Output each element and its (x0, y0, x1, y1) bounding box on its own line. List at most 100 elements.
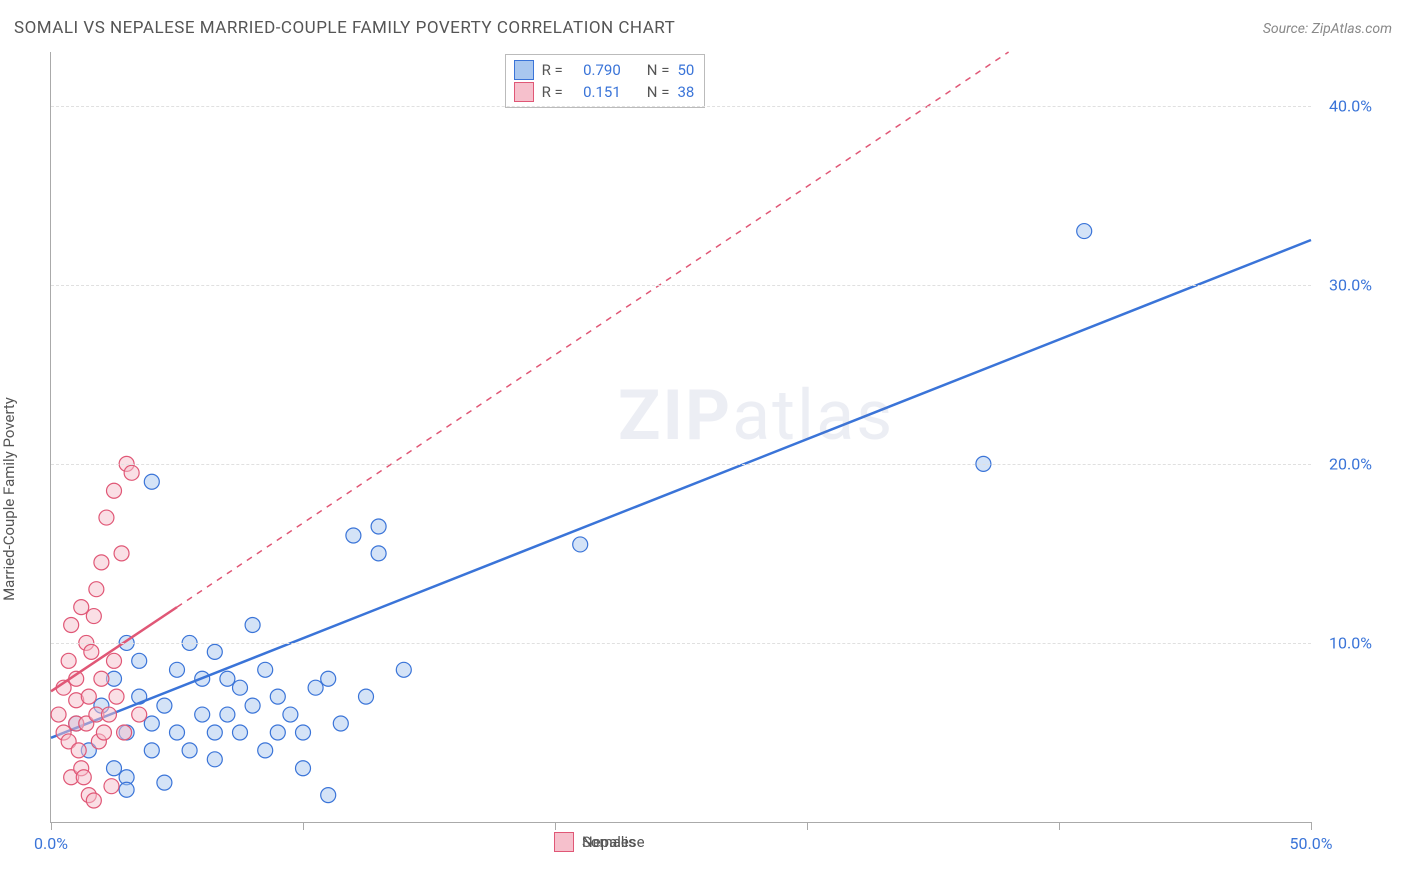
data-point (396, 662, 411, 677)
data-point (233, 725, 248, 740)
data-point (233, 680, 248, 695)
n-label: N = (647, 81, 670, 103)
r-label: R = (542, 59, 563, 81)
n-value: 50 (677, 59, 694, 81)
data-point (76, 770, 91, 785)
data-point (157, 775, 172, 790)
data-point (94, 671, 109, 686)
data-point (296, 761, 311, 776)
data-point (270, 725, 285, 740)
data-point (283, 707, 298, 722)
data-point (207, 644, 222, 659)
gridline (51, 285, 1311, 286)
data-point (371, 519, 386, 534)
legend-swatch (514, 82, 534, 102)
y-tick-label: 10.0% (1329, 633, 1372, 652)
data-point (245, 618, 260, 633)
data-point (94, 555, 109, 570)
data-point (170, 725, 185, 740)
x-tick (1059, 822, 1060, 830)
x-tick (303, 822, 304, 830)
x-tick-label: 50.0% (1290, 834, 1333, 853)
data-point (371, 546, 386, 561)
data-point (207, 725, 222, 740)
data-point (61, 653, 76, 668)
legend-stats-box: R = 0.790 N = 50 R = 0.151 N = 38 (505, 54, 706, 108)
data-point (101, 707, 116, 722)
n-label: N = (647, 59, 670, 81)
legend-stats-row: R = 0.790 N = 50 (514, 59, 695, 81)
data-point (119, 782, 134, 797)
data-point (96, 725, 111, 740)
y-tick-label: 30.0% (1329, 275, 1372, 294)
chart-title: SOMALI VS NEPALESE MARRIED-COUPLE FAMILY… (14, 18, 675, 38)
legend-series-label: Nepalese (582, 833, 645, 851)
x-tick-label: 0.0% (34, 834, 68, 853)
data-point (182, 743, 197, 758)
data-point (321, 671, 336, 686)
data-point (1077, 224, 1092, 239)
data-point (308, 680, 323, 695)
data-point (144, 716, 159, 731)
data-point (64, 618, 79, 633)
data-point (124, 465, 139, 480)
scatter-svg (51, 52, 1311, 822)
data-point (109, 689, 124, 704)
plot-area: ZIPatlas R =0.790N =50R =0.151N =38 10.0… (50, 52, 1311, 823)
data-point (573, 537, 588, 552)
data-point (86, 609, 101, 624)
gridline (51, 106, 1311, 107)
data-point (84, 644, 99, 659)
r-value: 0.151 (571, 81, 621, 103)
gridline (51, 464, 1311, 465)
data-point (107, 483, 122, 498)
data-point (144, 474, 159, 489)
gridline (51, 643, 1311, 644)
data-point (132, 707, 147, 722)
data-point (346, 528, 361, 543)
data-point (220, 671, 235, 686)
data-point (157, 698, 172, 713)
source-label: Source: ZipAtlas.com (1263, 21, 1392, 37)
data-point (333, 716, 348, 731)
data-point (117, 725, 132, 740)
data-point (359, 689, 374, 704)
legend-swatch (554, 832, 574, 852)
data-point (270, 689, 285, 704)
data-point (195, 707, 210, 722)
data-point (170, 662, 185, 677)
data-point (296, 725, 311, 740)
legend-stats-row: R = 0.151 N = 38 (514, 81, 695, 103)
data-point (74, 600, 89, 615)
legend-swatch (514, 60, 534, 80)
r-label: R = (542, 81, 563, 103)
x-tick (555, 822, 556, 830)
x-tick (1311, 822, 1312, 830)
data-point (207, 752, 222, 767)
trend-line (51, 240, 1311, 738)
r-value: 0.790 (571, 59, 621, 81)
data-point (81, 689, 96, 704)
data-point (258, 743, 273, 758)
chart-header: SOMALI VS NEPALESE MARRIED-COUPLE FAMILY… (14, 18, 1392, 38)
y-tick-label: 40.0% (1329, 96, 1372, 115)
data-point (245, 698, 260, 713)
data-point (258, 662, 273, 677)
data-point (132, 653, 147, 668)
data-point (144, 743, 159, 758)
data-point (89, 582, 104, 597)
x-tick (807, 822, 808, 830)
x-tick (51, 822, 52, 830)
n-value: 38 (677, 81, 694, 103)
data-point (51, 707, 66, 722)
y-tick-label: 20.0% (1329, 454, 1372, 473)
data-point (71, 743, 86, 758)
data-point (321, 788, 336, 803)
legend-series-item: Nepalese (554, 832, 645, 852)
data-point (99, 510, 114, 525)
y-axis-title: Married-Couple Family Poverty (0, 397, 18, 601)
data-point (220, 707, 235, 722)
data-point (107, 653, 122, 668)
data-point (104, 779, 119, 794)
data-point (86, 793, 101, 808)
